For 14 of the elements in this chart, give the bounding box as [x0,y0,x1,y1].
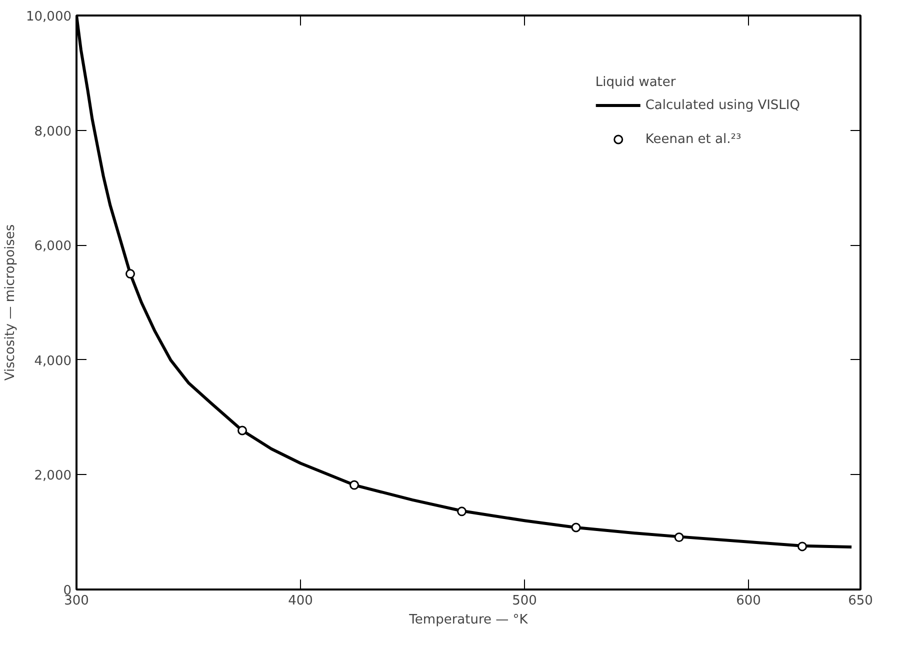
y-tick-label: 8,000 [34,124,72,140]
x-tick-label: 600 [736,594,761,608]
x-axis-title: Temperature — °K [408,612,528,628]
x-tick-label: 650 [848,594,873,608]
y-tick-label: 2,000 [34,468,72,484]
legend-label: Keenan et al.²³ [645,132,742,146]
x-tick-label: 400 [288,594,313,608]
y-tick-label: 6,000 [34,239,72,254]
legend-title: Liquid water [595,75,677,90]
legend-label: Calculated using VISLIQ [645,98,800,112]
x-tick-label: 500 [512,594,537,608]
y-tick-label: 4,000 [34,354,72,369]
y-axis-title: Viscosity — micropoises [3,224,18,381]
y-tick-label: 10,000 [26,10,72,24]
